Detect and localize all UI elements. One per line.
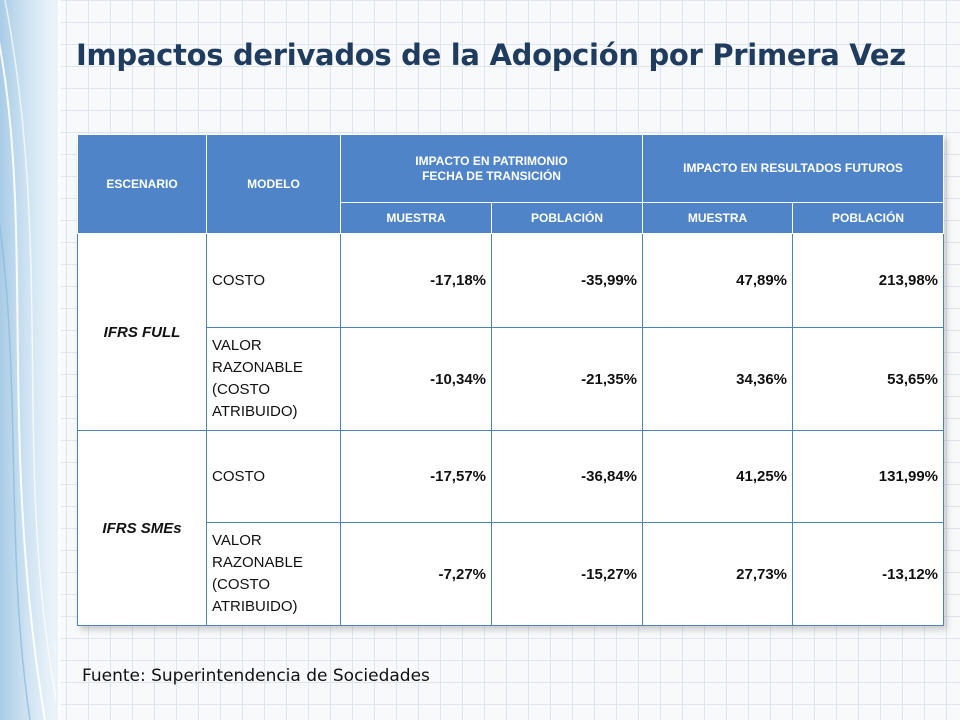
value-cell: 213,98% — [792, 233, 945, 328]
impact-table: ESCENARIO MODELO IMPACTO EN PATRIMONIO F… — [77, 134, 945, 626]
model-cell: COSTO — [206, 233, 341, 328]
table-row: VALOR RAZONABLE (COSTO ATRIBUIDO) -10,34… — [78, 327, 945, 431]
subheader-poblacion: POBLACIÓN — [490, 202, 644, 234]
table-row: VALOR RAZONABLE (COSTO ATRIBUIDO) -7,27%… — [78, 522, 945, 626]
source-note: Fuente: Superintendencia de Sociedades — [82, 666, 430, 686]
model-cell: VALOR RAZONABLE (COSTO ATRIBUIDO) — [206, 522, 341, 626]
model-cell: VALOR RAZONABLE (COSTO ATRIBUIDO) — [206, 327, 341, 431]
value-cell: -13,12% — [792, 522, 945, 626]
left-edge-highlight — [56, 0, 62, 720]
subheader-muestra: MUESTRA — [340, 202, 492, 234]
header-modelo: MODELO — [206, 134, 341, 234]
table-row: IFRS FULL COSTO -17,18% -35,99% 47,89% 2… — [77, 233, 945, 431]
value-cell: -15,27% — [490, 522, 644, 626]
value-cell: -36,84% — [490, 430, 644, 523]
scenario-cell: IFRS FULL — [77, 233, 207, 431]
value-cell: 41,25% — [642, 430, 794, 523]
subheader-muestra: MUESTRA — [642, 202, 794, 234]
value-cell: 53,65% — [792, 327, 945, 431]
value-cell: -10,34% — [340, 327, 492, 431]
value-cell: 131,99% — [792, 430, 945, 523]
subheader-poblacion: POBLACIÓN — [792, 202, 945, 234]
value-cell: -7,27% — [340, 522, 492, 626]
scenario-cell: IFRS SMEs — [77, 430, 207, 626]
value-cell: -35,99% — [490, 233, 644, 328]
swoosh-decoration — [0, 0, 60, 720]
header-impacto-patrimonio: IMPACTO EN PATRIMONIO FECHA DE TRANSICIÓ… — [339, 134, 644, 203]
page-title: Impactos derivados de la Adopción por Pr… — [76, 38, 906, 72]
header-impacto-resultados: IMPACTO EN RESULTADOS FUTUROS — [642, 134, 945, 203]
header-escenario: ESCENARIO — [77, 134, 207, 234]
table-row: IFRS SMEs COSTO -17,57% -36,84% 41,25% 1… — [77, 430, 945, 626]
value-cell: 34,36% — [642, 327, 794, 431]
model-cell: COSTO — [206, 430, 341, 523]
value-cell: 47,89% — [642, 233, 794, 328]
value-cell: -21,35% — [490, 327, 644, 431]
header-patrimonio-line2: FECHA DE TRANSICIÓN — [422, 168, 561, 183]
decorative-left-band — [0, 0, 60, 720]
value-cell: -17,57% — [340, 430, 492, 523]
value-cell: 27,73% — [642, 522, 794, 626]
header-patrimonio-line1: IMPACTO EN PATRIMONIO — [415, 153, 568, 168]
value-cell: -17,18% — [340, 233, 492, 328]
